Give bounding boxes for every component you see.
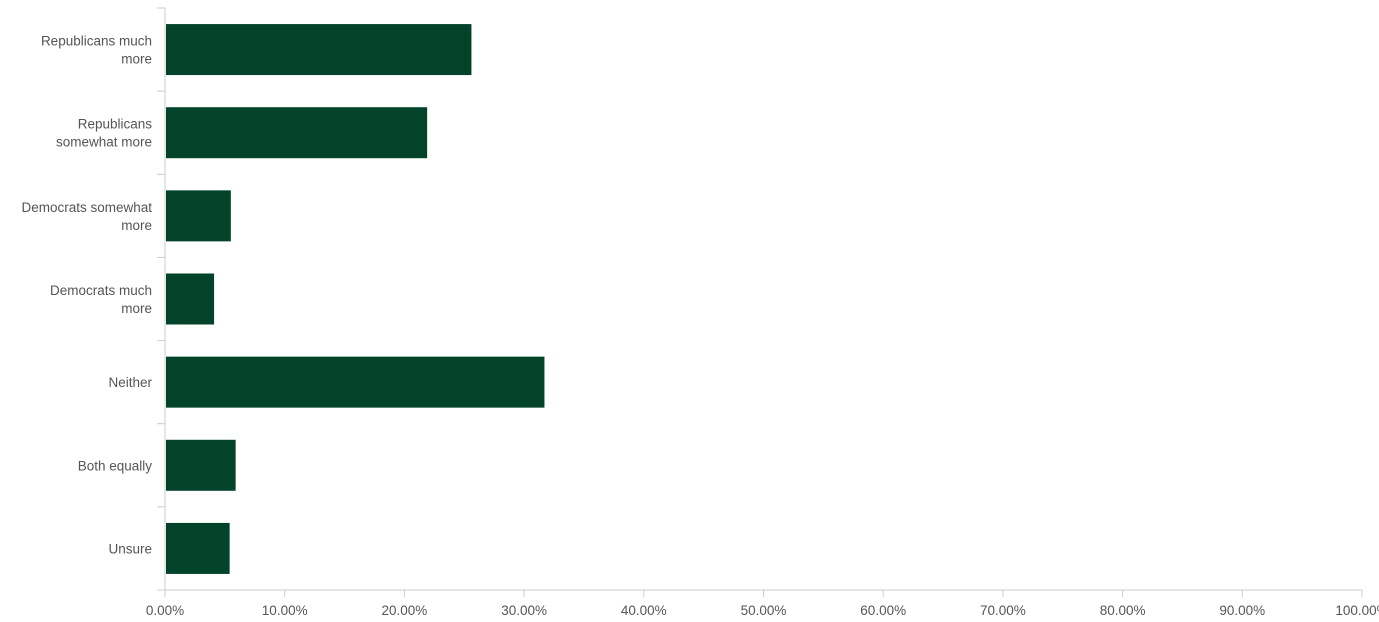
category-label: Both equally — [78, 458, 153, 473]
bar — [166, 439, 236, 491]
x-tick-label: 10.00% — [262, 603, 308, 618]
category-label: more — [121, 218, 152, 233]
x-tick-label: 90.00% — [1219, 603, 1265, 618]
x-tick-label: 20.00% — [382, 603, 428, 618]
category-label: somewhat more — [56, 135, 152, 150]
x-tick-labels: 0.00% 10.00% 20.00% 30.00% 40.00% 50.00% 60.00… — [146, 603, 1379, 618]
bar — [166, 24, 472, 76]
x-tick-label: 80.00% — [1100, 603, 1146, 618]
x-tick-label: 50.00% — [741, 603, 787, 618]
x-tick-label: 0.00% — [146, 603, 184, 618]
category-label: Republicans — [78, 117, 153, 132]
category-label: Democrats somewhat — [21, 200, 152, 215]
axes — [157, 7, 1363, 597]
x-tick-label: 30.00% — [501, 603, 547, 618]
x-tick-label: 60.00% — [860, 603, 906, 618]
category-label: more — [121, 301, 152, 316]
category-labels: Republicans much more Republicans somewhat … — [21, 34, 152, 557]
category-label: Democrats much — [50, 283, 152, 298]
category-label: Unsure — [108, 541, 152, 556]
category-label: more — [121, 52, 152, 67]
bar — [166, 273, 215, 325]
category-label: Republicans much — [41, 34, 152, 49]
x-tick-label: 70.00% — [980, 603, 1026, 618]
bar — [166, 522, 230, 574]
x-tick-label: 40.00% — [621, 603, 667, 618]
x-tick-label: 100.00% — [1335, 603, 1379, 618]
bar — [166, 356, 545, 408]
bar — [166, 190, 231, 242]
category-label: Neither — [108, 375, 152, 390]
bars — [166, 24, 545, 574]
bar — [166, 107, 428, 159]
